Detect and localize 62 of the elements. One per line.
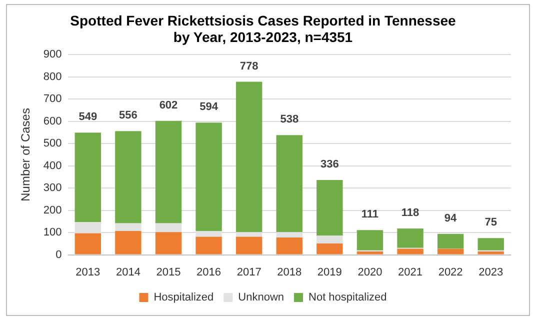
x-tick-label: 2016 — [196, 266, 222, 278]
bar — [74, 132, 101, 222]
bar — [356, 251, 384, 254]
y-tick-label: 300 — [43, 182, 62, 194]
x-tick-label: 2019 — [317, 266, 342, 278]
bar — [316, 243, 343, 254]
x-tick-label: 2015 — [156, 266, 181, 278]
total-label: 336 — [320, 158, 339, 171]
total-label: 556 — [119, 110, 138, 122]
bar — [437, 248, 464, 254]
bar — [478, 238, 504, 250]
x-tick-label: 2023 — [478, 266, 504, 278]
legend-label: Hospitalized — [154, 292, 214, 304]
y-tick-label: 900 — [43, 48, 62, 61]
bar — [155, 120, 182, 224]
y-tick-label: 0 — [56, 248, 62, 261]
bar — [115, 231, 142, 254]
x-tick-label: 2014 — [116, 266, 140, 278]
legend-label: Not hospitalized — [308, 292, 387, 304]
bar — [397, 228, 424, 248]
bar — [356, 230, 384, 250]
x-tick-label: 2021 — [398, 266, 423, 278]
x-tick-label: 2018 — [277, 266, 302, 278]
y-tick-label: 100 — [43, 226, 62, 239]
y-axis-title: Number of Cases — [18, 108, 33, 202]
y-tick-label: 400 — [43, 160, 62, 172]
y-tick-label: 200 — [43, 204, 62, 216]
y-tick-label: 500 — [43, 138, 62, 150]
bar — [276, 135, 302, 232]
total-label: 75 — [484, 216, 497, 229]
bar — [437, 234, 464, 249]
bar — [155, 223, 182, 232]
y-tick-label: 700 — [43, 93, 62, 106]
total-label: 594 — [200, 101, 219, 114]
x-tick-label: 2020 — [358, 266, 382, 278]
bar — [196, 236, 222, 254]
x-tick-label: 2013 — [76, 266, 100, 278]
bar — [74, 233, 101, 254]
bar — [316, 236, 343, 244]
bar — [236, 236, 262, 254]
bar — [196, 122, 222, 231]
total-label: 111 — [361, 208, 379, 221]
total-label: 118 — [401, 207, 420, 220]
x-tick-label: 2017 — [236, 266, 262, 278]
total-label: 549 — [78, 111, 98, 124]
chart-title: Spotted Fever Rickettsiosis Cases Reported in Tennessee by Year, 2013-2023, n=4351 — [70, 12, 456, 46]
y-tick-label: 600 — [43, 115, 62, 128]
total-label: 602 — [159, 99, 178, 112]
bar — [316, 180, 343, 236]
x-tick-label: 2022 — [438, 266, 463, 278]
total-label: 94 — [444, 212, 458, 224]
y-tick-label: 800 — [43, 70, 62, 83]
bar — [155, 232, 182, 254]
bar — [276, 237, 302, 254]
total-label: 538 — [280, 114, 299, 126]
legend-label: Unknown — [238, 292, 284, 304]
total-label: 778 — [240, 60, 258, 72]
bar — [115, 223, 142, 231]
bar — [115, 131, 142, 224]
bar — [236, 82, 262, 232]
bar — [397, 248, 424, 254]
bar — [478, 251, 504, 254]
